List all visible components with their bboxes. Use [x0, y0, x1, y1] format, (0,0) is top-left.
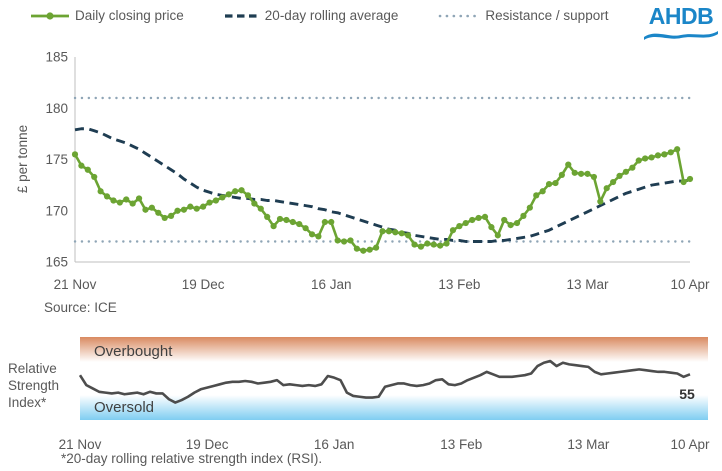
ahdb-wave-icon — [644, 31, 718, 40]
dotted-line-icon — [439, 14, 481, 17]
daily-price-markers — [71, 146, 694, 254]
price-ytick-label: 170 — [45, 203, 68, 218]
rsi-axis-label-line3: Index* — [8, 395, 47, 410]
price-xtick-label: 21 Nov — [54, 277, 97, 292]
ahdb-logo-text: AHDB — [648, 3, 714, 29]
rsi-axis-label: Relative Strength Index* — [8, 360, 59, 411]
footnote: *20-day rolling relative strength index … — [61, 451, 323, 466]
price-xtick-label: 19 Dec — [182, 277, 225, 292]
rsi-xtick-label: 13 Feb — [440, 437, 482, 452]
rsi-line — [78, 359, 691, 404]
rsi-xtick-label: 16 Jan — [314, 437, 355, 452]
rolling-average-line — [74, 127, 691, 243]
rsi-last-value: 55 — [679, 386, 695, 402]
legend-item-daily: Daily closing price — [30, 8, 184, 23]
legend-label-daily: Daily closing price — [75, 8, 184, 23]
overbought-band — [80, 337, 708, 362]
price-xtick-label: 10 Apr — [670, 277, 710, 292]
rsi-xtick-label: 19 Dec — [186, 437, 229, 452]
rsi-chart: 21 Nov 19 Dec 16 Jan 13 Feb 13 Mar 10 Apr — [59, 337, 710, 452]
price-ytick-label: 185 — [45, 50, 68, 65]
rsi-axis-label-line2: Strength — [8, 378, 60, 393]
price-ytick-label: 175 — [45, 152, 68, 167]
legend: Daily closing price 20-day rolling avera… — [30, 8, 608, 23]
price-xtick-label: 16 Jan — [311, 277, 352, 292]
rsi-axis-label-line1: Relative — [8, 361, 57, 376]
rsi-xtick-label: 13 Mar — [567, 437, 610, 452]
legend-item-resistance: Resistance / support — [438, 8, 608, 23]
price-chart: 165 170 175 180 185 21 Nov 19 Dec 16 Jan 13 Feb 1… — [45, 50, 710, 293]
price-ytick-label: 165 — [45, 255, 68, 270]
rsi-xtick-label: 10 Apr — [670, 437, 710, 452]
legend-label-average: 20-day rolling average — [264, 8, 399, 23]
oversold-band — [80, 395, 708, 420]
green-line-marker-icon — [31, 11, 69, 20]
source-label: Source: ICE — [44, 300, 117, 315]
legend-item-average: 20-day rolling average — [224, 8, 399, 23]
dashed-line-icon — [224, 13, 259, 18]
ahdb-logo: AHDB — [643, 5, 719, 45]
price-ytick-label: 180 — [45, 101, 68, 116]
price-xtick-label: 13 Feb — [438, 277, 480, 292]
oversold-band-label: Oversold — [94, 399, 155, 416]
rsi-xtick-label: 21 Nov — [59, 437, 102, 452]
legend-label-resistance: Resistance / support — [485, 8, 609, 23]
overbought-band-label: Overbought — [94, 343, 173, 360]
price-xtick-label: 13 Mar — [566, 277, 609, 292]
